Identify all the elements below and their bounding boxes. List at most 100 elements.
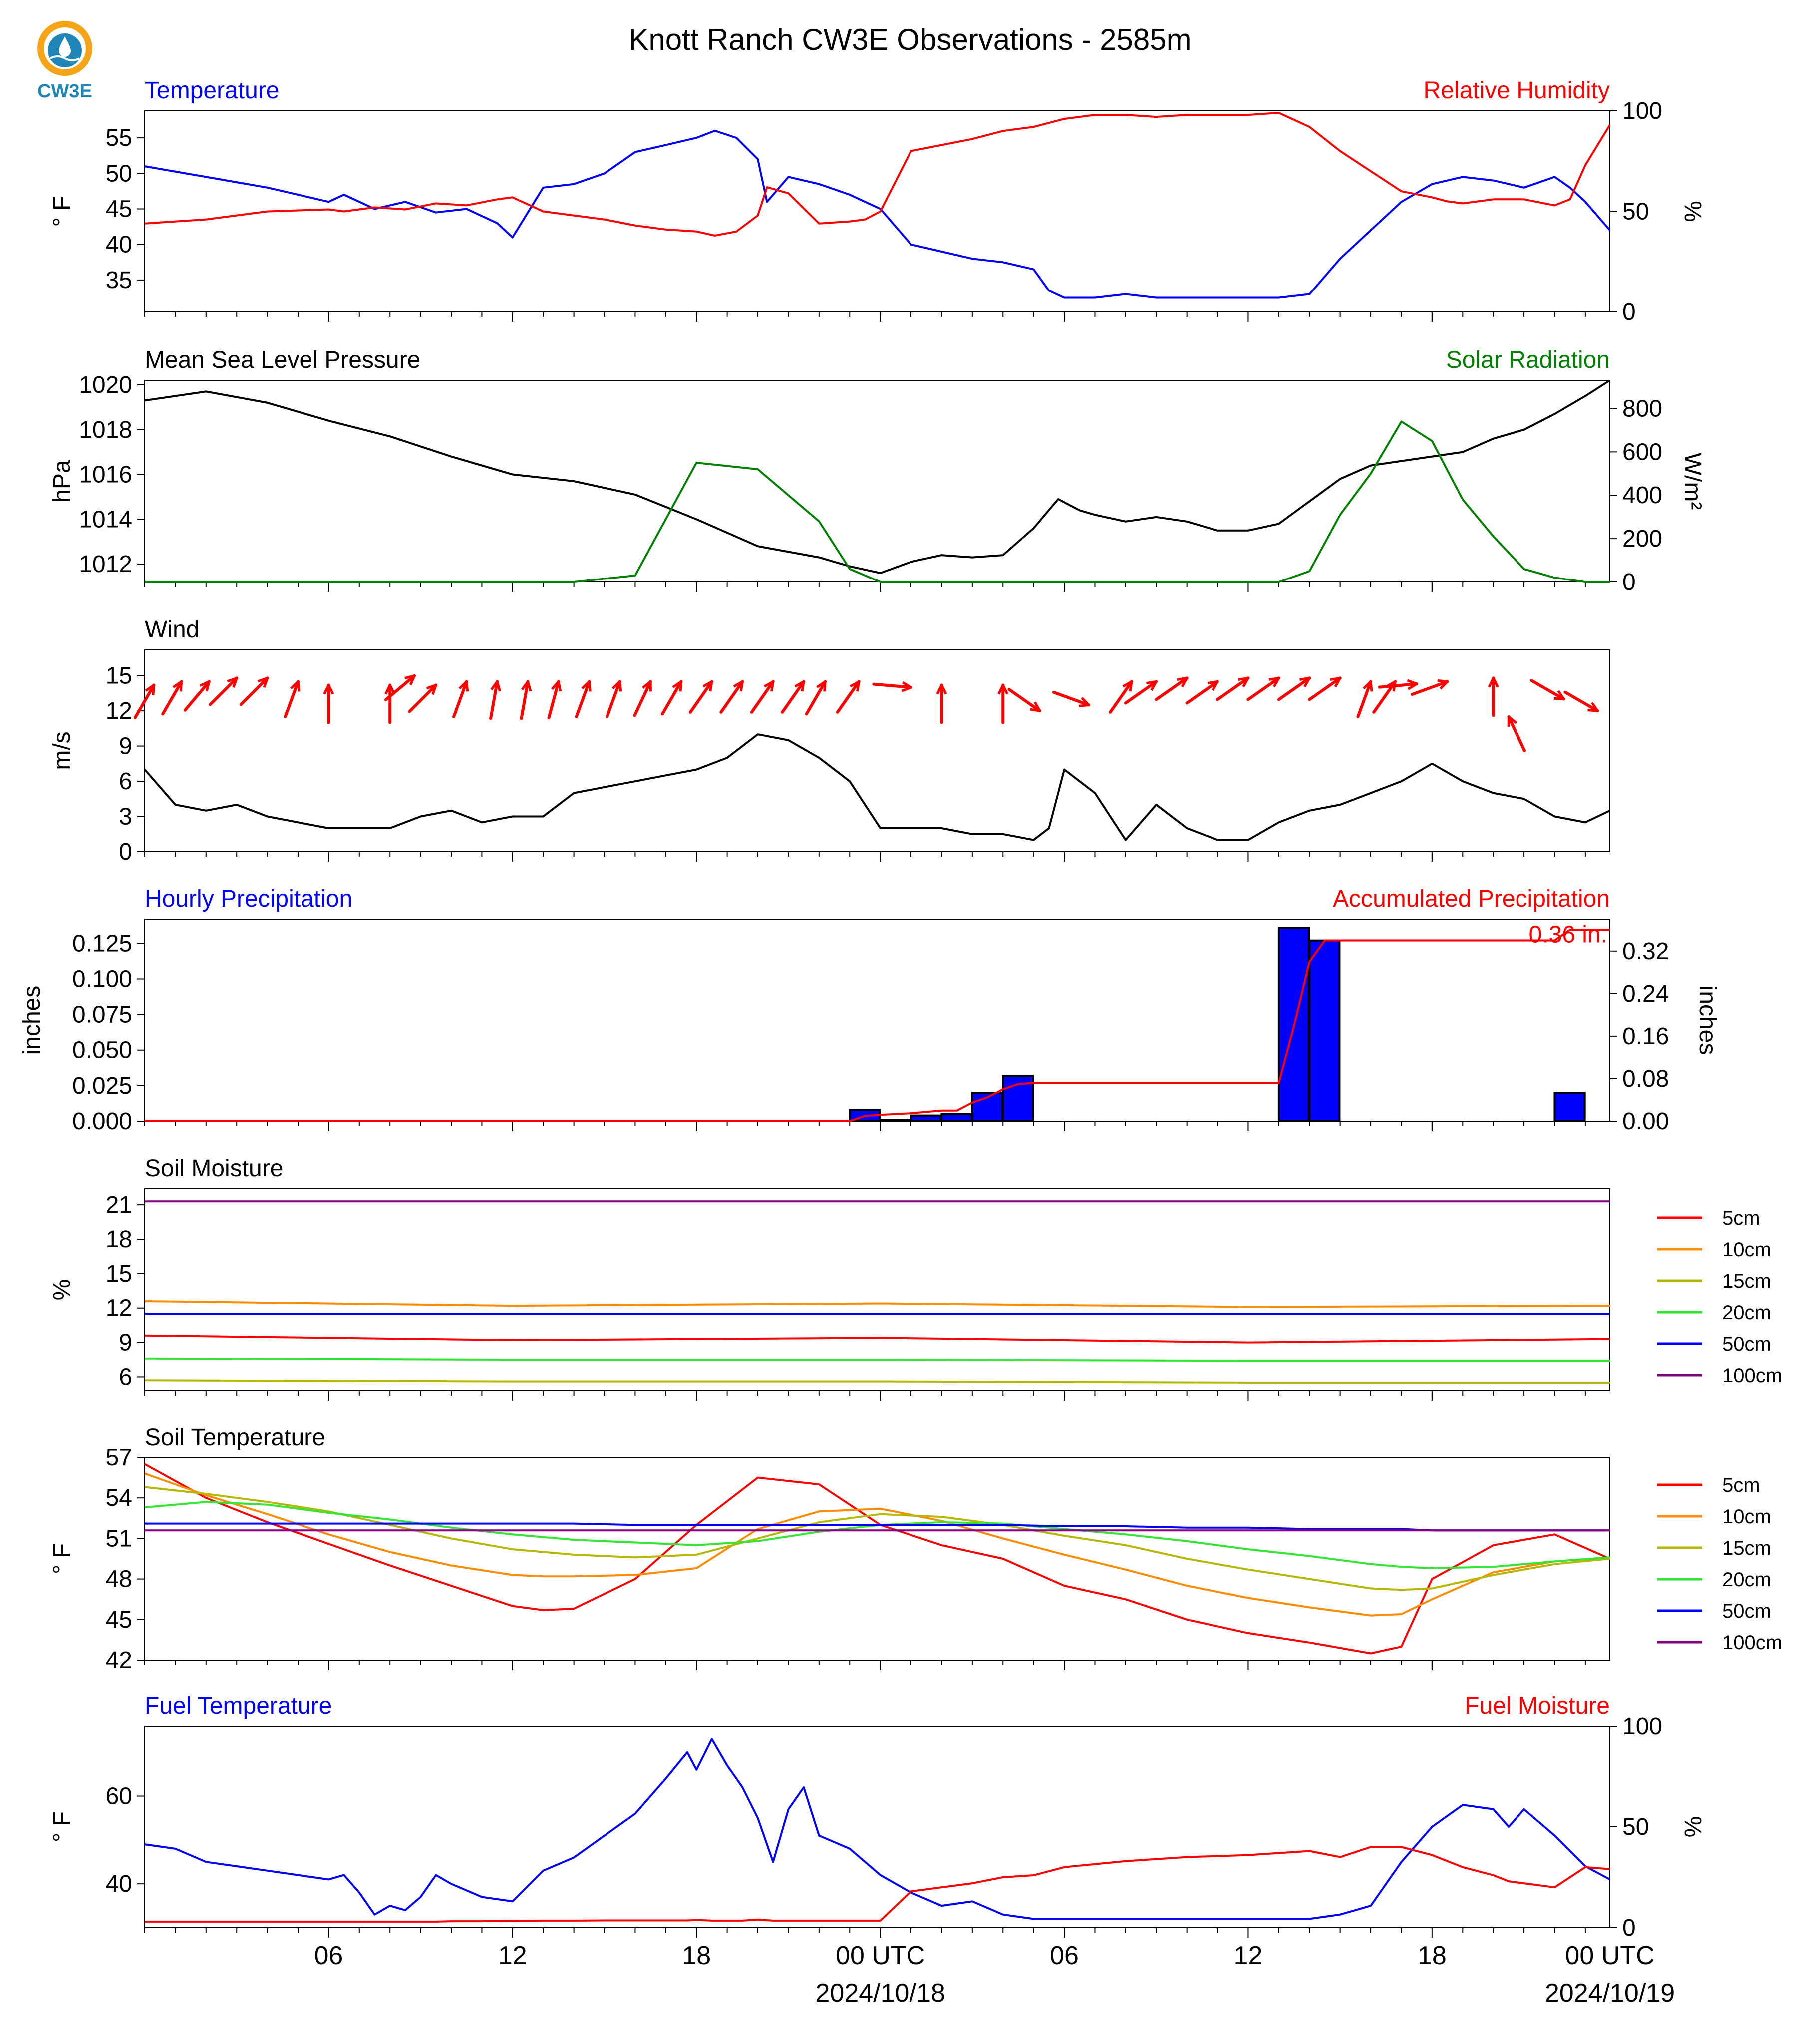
y-tick-label-right: 0: [1622, 1915, 1636, 1941]
wind-barb-head: [1146, 680, 1158, 691]
wind-barb: [1356, 680, 1373, 718]
legend-label: 10cm: [1722, 1506, 1771, 1528]
wind-barb: [781, 680, 806, 714]
wind-barb: [209, 676, 239, 706]
wind-barb: [1529, 679, 1565, 701]
wind-barb: [661, 680, 683, 716]
wind-barb: [1052, 690, 1091, 707]
wind-barb: [161, 680, 183, 716]
y-tick-label-right: 600: [1622, 439, 1662, 465]
wind-barb-head: [997, 684, 1009, 695]
y-axis-label-right: %: [1679, 1816, 1706, 1838]
legend-label: 100cm: [1722, 1632, 1782, 1654]
wind-barb-head: [733, 680, 744, 692]
wind-barb: [688, 680, 713, 714]
wind-barb: [452, 680, 468, 718]
legend-label: 15cm: [1722, 1270, 1771, 1292]
wind-barb-head: [936, 684, 947, 695]
x-axis-labels: 06 12 18 00 UTC 06 12 18 00 UTC 2024/10/18 2024/1…: [314, 1941, 1675, 2008]
y-tick-label-left: 0: [119, 839, 132, 865]
wind-barb: [183, 680, 211, 712]
series-50cm: [145, 1522, 1610, 1532]
y-tick-label-left: 15: [106, 663, 132, 689]
panel-title-left: Wind: [145, 616, 199, 643]
series-20cm: [144, 1501, 1610, 1569]
y-tick-label-left: 42: [106, 1647, 132, 1674]
wind-barb-head: [1079, 697, 1090, 707]
wind-barb: [520, 680, 530, 720]
panel-title-left: Soil Moisture: [145, 1156, 283, 1182]
wind-barb-head: [672, 680, 683, 692]
wind-barb: [575, 680, 591, 718]
panel-soil_moisture: Soil Moisture 6 9 12 15 18 21%: [49, 1156, 1610, 1401]
y-tick-label-left: 1020: [79, 372, 132, 398]
series-10cm: [144, 1300, 1610, 1308]
panel-title-right: Accumulated Precipitation: [1333, 886, 1610, 912]
y-tick-label-left: 50: [106, 160, 132, 187]
panel-precipitation: Hourly Precipitation Accumulated Precipit…: [19, 886, 1721, 1135]
wind-barb-head: [490, 680, 501, 692]
wind-barb-head: [794, 680, 805, 692]
series-10cm: [144, 1472, 1610, 1617]
y-tick-label-right: 0.32: [1622, 938, 1669, 965]
panel-soil_temperature: Soil Temperature 42 45 48 51 54 57 ° F: [49, 1424, 1610, 1674]
page-title: Knott Ranch CW3E Observations - 2585m: [628, 23, 1191, 56]
y-tick-label-left: 18: [106, 1226, 132, 1253]
logo-text: CW3E: [37, 81, 92, 102]
wind-barb-head: [901, 681, 912, 692]
wind-barb-head: [702, 680, 713, 692]
panel-title-left: Temperature: [145, 77, 279, 104]
y-tick-label-right: 0.24: [1622, 981, 1669, 1007]
y-tick-label-left: 45: [106, 1607, 132, 1633]
y-tick-label-left: 55: [106, 125, 132, 151]
wind-barb-head: [257, 677, 269, 688]
wind-barb-head: [199, 680, 211, 692]
y-tick-label-right: 50: [1622, 1814, 1649, 1840]
wind-barb-head: [1238, 676, 1249, 688]
series-fuel-temperature: [144, 1738, 1610, 1920]
y-tick-label-left: 12: [106, 1295, 132, 1322]
wind-barb-head: [611, 680, 622, 692]
series-20cm: [144, 1357, 1610, 1362]
panel-title-right: Fuel Moisture: [1465, 1693, 1610, 1719]
plot-frame: [144, 1726, 1610, 1928]
x-date-label: 2024/10/18: [816, 1979, 945, 2008]
plot-frame: [144, 1188, 1610, 1391]
y-tick-label-right: 100: [1622, 98, 1662, 124]
plot-frame: [144, 919, 1610, 1122]
wind-barb: [1246, 676, 1280, 701]
wind-barb: [284, 680, 300, 718]
plot-frame: [144, 649, 1610, 852]
x-tick-label: 06: [314, 1941, 343, 1970]
y-tick-label-left: 3: [119, 804, 132, 830]
wind-barb: [489, 680, 499, 720]
wind-barb-head: [1268, 676, 1280, 688]
y-tick-label-right: 0.16: [1622, 1023, 1669, 1050]
y-tick-label-left: 48: [106, 1566, 132, 1593]
wind-barb-head: [581, 680, 592, 692]
wind-barb: [408, 683, 438, 713]
panel-title-left: Fuel Temperature: [145, 1693, 332, 1719]
wind-barb-head: [764, 680, 775, 692]
wind-barb: [1378, 682, 1419, 689]
legend-label: 5cm: [1722, 1207, 1760, 1229]
y-tick-label-left: 60: [106, 1783, 132, 1810]
wind-barb-head: [1553, 690, 1565, 701]
y-axis-label-right: W/m²: [1679, 453, 1706, 510]
y-tick-label-left: 0.000: [72, 1108, 132, 1135]
y-tick-label-right: 100: [1622, 1713, 1662, 1739]
precip-bar: [910, 1114, 942, 1122]
x-tick-label: 18: [1418, 1941, 1447, 1970]
wind-barb: [1563, 690, 1599, 713]
wind-barb-head: [1177, 676, 1188, 688]
panel-title-right: Relative Humidity: [1424, 77, 1610, 104]
wind-barb: [1277, 676, 1311, 701]
legend-label: 20cm: [1722, 1569, 1771, 1591]
wind-barb-head: [1507, 715, 1517, 727]
y-axis-label-left: ° F: [49, 1811, 75, 1842]
wind-barb-head: [816, 680, 827, 692]
panels: Temperature Relative Humidity3540455055° …: [19, 77, 1782, 1941]
y-tick-label-right: 0.08: [1622, 1066, 1669, 1092]
y-tick-label-right: 0: [1622, 299, 1636, 325]
